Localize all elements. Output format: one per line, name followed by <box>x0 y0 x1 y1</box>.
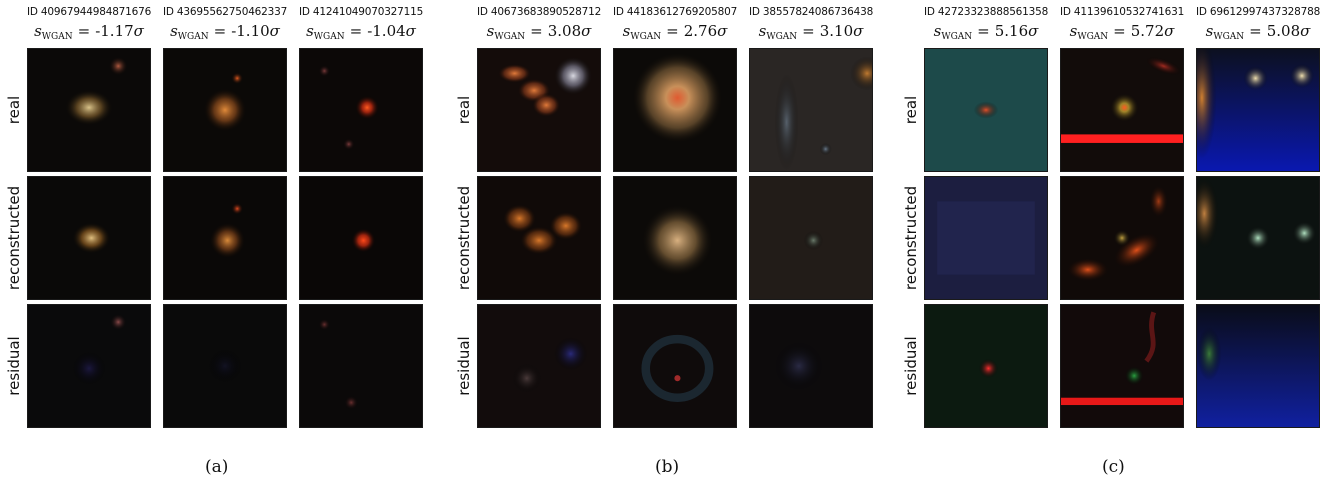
galaxy-image-residual <box>613 304 737 428</box>
row-label-residual: residual <box>5 336 23 396</box>
panel-letter: (a) <box>205 457 229 477</box>
column-id: ID 38557824086736438 <box>749 6 874 18</box>
galaxy-image-reconstructed <box>299 176 423 300</box>
column-id: ID 44183612769205807 <box>613 6 738 18</box>
row-label-real: real <box>5 95 23 125</box>
galaxy-image-real <box>163 48 287 172</box>
column-id: ID 43695562750462337 <box>163 6 288 18</box>
galaxy-image-real <box>1196 48 1320 172</box>
column-score: sWGAN = -1.04σ <box>306 22 416 42</box>
galaxy-image-residual <box>163 304 287 428</box>
row-label-reconstructed: reconstructed <box>902 185 920 291</box>
row-label-residual: residual <box>902 336 920 396</box>
galaxy-image-reconstructed <box>613 176 737 300</box>
column-id: ID 41241049070327115 <box>299 6 424 18</box>
galaxy-image-residual <box>924 304 1048 428</box>
galaxy-image-reconstructed <box>27 176 151 300</box>
galaxy-image-reconstructed <box>924 176 1048 300</box>
galaxy-image-real <box>27 48 151 172</box>
galaxy-image-real <box>613 48 737 172</box>
column-id: ID 40967944984871676 <box>27 6 152 18</box>
panel-letter: (b) <box>655 457 680 477</box>
galaxy-image-reconstructed <box>749 176 873 300</box>
column-score: sWGAN = 5.16σ <box>933 22 1039 42</box>
panel-b: ID 40673683890528712 ID 4418361276920580… <box>450 0 880 485</box>
row-label-real: real <box>902 95 920 125</box>
panel-letter: (c) <box>1102 457 1125 477</box>
galaxy-image-reconstructed <box>477 176 601 300</box>
column-id: ID 41139610532741631 <box>1060 6 1185 18</box>
column-score: sWGAN = -1.10σ <box>170 22 280 42</box>
column-score: sWGAN = 5.08σ <box>1205 22 1311 42</box>
column-score: sWGAN = 5.72σ <box>1069 22 1175 42</box>
column-score: sWGAN = 3.08σ <box>486 22 592 42</box>
column-id: ID 40673683890528712 <box>477 6 602 18</box>
panel-c: ID 42723323888561358 ID 4113961053274163… <box>897 0 1327 485</box>
galaxy-image-residual <box>1196 304 1320 428</box>
galaxy-image-residual <box>27 304 151 428</box>
galaxy-image-reconstructed <box>1196 176 1320 300</box>
column-score: sWGAN = -1.17σ <box>34 22 144 42</box>
row-label-residual: residual <box>455 336 473 396</box>
galaxy-image-residual <box>477 304 601 428</box>
row-label-reconstructed: reconstructed <box>455 185 473 291</box>
row-label-real: real <box>455 95 473 125</box>
panel-a: ID 40967944984871676 ID 4369556275046233… <box>0 0 430 485</box>
galaxy-image-reconstructed <box>163 176 287 300</box>
galaxy-image-real <box>477 48 601 172</box>
column-score: sWGAN = 2.76σ <box>622 22 728 42</box>
galaxy-image-reconstructed <box>1060 176 1184 300</box>
row-label-reconstructed: reconstructed <box>5 185 23 291</box>
galaxy-image-real <box>924 48 1048 172</box>
galaxy-image-residual <box>299 304 423 428</box>
column-score: sWGAN = 3.10σ <box>758 22 864 42</box>
galaxy-image-real <box>749 48 873 172</box>
galaxy-image-residual <box>749 304 873 428</box>
galaxy-image-real <box>299 48 423 172</box>
galaxy-image-real <box>1060 48 1184 172</box>
galaxy-image-residual <box>1060 304 1184 428</box>
column-id: ID 42723323888561358 <box>924 6 1049 18</box>
column-id: ID 69612997437328788 <box>1196 6 1321 18</box>
